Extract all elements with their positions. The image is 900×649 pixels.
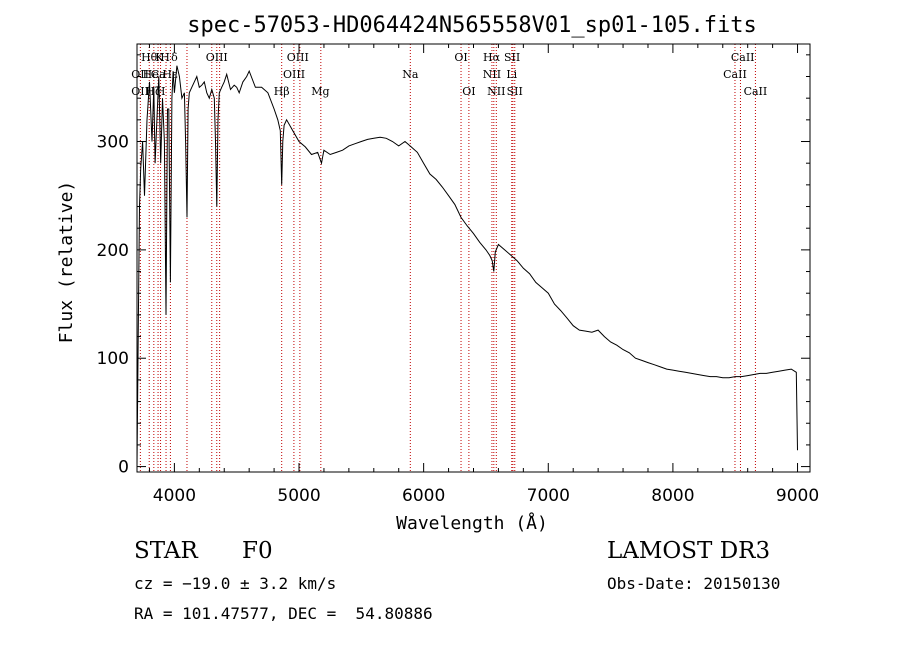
line-label: CaII bbox=[723, 68, 747, 81]
line-label: Mg bbox=[311, 85, 329, 98]
y-tick-label: 0 bbox=[118, 458, 129, 478]
line-label: SII bbox=[507, 85, 523, 98]
line-label: OII bbox=[131, 85, 149, 98]
spectrum-line bbox=[136, 65, 798, 467]
x-tick-label: 8000 bbox=[651, 486, 694, 506]
line-label: CaII bbox=[744, 85, 768, 98]
marker-lines bbox=[139, 44, 756, 472]
object-type: STAR bbox=[134, 538, 198, 564]
line-label: NII bbox=[483, 68, 501, 81]
line-label: Li bbox=[506, 68, 517, 81]
y-axis-label: Flux (relative) bbox=[56, 181, 77, 344]
x-tick-label: 6000 bbox=[402, 486, 445, 506]
line-label: Hβ bbox=[274, 85, 290, 98]
line-label: OIII bbox=[206, 51, 228, 64]
observation-date: Obs-Date: 20150130 bbox=[607, 574, 781, 593]
line-label: OI bbox=[454, 51, 467, 64]
line-label: Ca bbox=[151, 68, 166, 81]
line-label: H bbox=[160, 51, 170, 64]
line-label: SII bbox=[504, 51, 520, 64]
object-subclass: F0 bbox=[242, 538, 273, 564]
line-label: NII bbox=[487, 85, 505, 98]
plot-frame bbox=[136, 43, 811, 473]
line-label: OIII bbox=[283, 68, 305, 81]
line-label: CaII bbox=[731, 51, 755, 64]
line-label: He bbox=[143, 68, 159, 81]
y-tick-label: 200 bbox=[97, 241, 129, 261]
line-label: Hα bbox=[483, 51, 501, 64]
line-label: Hθ bbox=[141, 51, 158, 64]
y-tick-label: 100 bbox=[97, 349, 129, 369]
x-axis-label: Wavelength (Å) bbox=[396, 512, 548, 534]
line-label: H bbox=[156, 85, 166, 98]
line-label: K bbox=[155, 51, 164, 64]
coordinates: RA = 101.47577, DEC = 54.80886 bbox=[134, 604, 433, 623]
chart-title: spec-57053-HD064424N565558V01_sp01-105.f… bbox=[187, 13, 757, 38]
line-label: δ bbox=[171, 51, 178, 64]
y-axis-ticks: 0 100 200 300 bbox=[97, 54, 810, 478]
x-tick-label: 5000 bbox=[277, 486, 320, 506]
survey-name: LAMOST DR3 bbox=[607, 538, 771, 564]
x-tick-label: 7000 bbox=[527, 486, 570, 506]
redshift-velocity: cz = −19.0 ± 3.2 km/s bbox=[134, 574, 337, 593]
y-tick-label: 300 bbox=[97, 133, 129, 153]
x-axis-ticks: 4000 5000 6000 7000 8000 9000 bbox=[148, 44, 819, 506]
line-label: OII bbox=[131, 68, 149, 81]
line-label: Hε bbox=[162, 68, 178, 81]
line-label: OIII bbox=[287, 51, 309, 64]
x-tick-label: 9000 bbox=[776, 486, 819, 506]
line-label: OI bbox=[462, 85, 475, 98]
x-tick-label: 4000 bbox=[153, 486, 196, 506]
line-label: Na bbox=[402, 68, 419, 81]
